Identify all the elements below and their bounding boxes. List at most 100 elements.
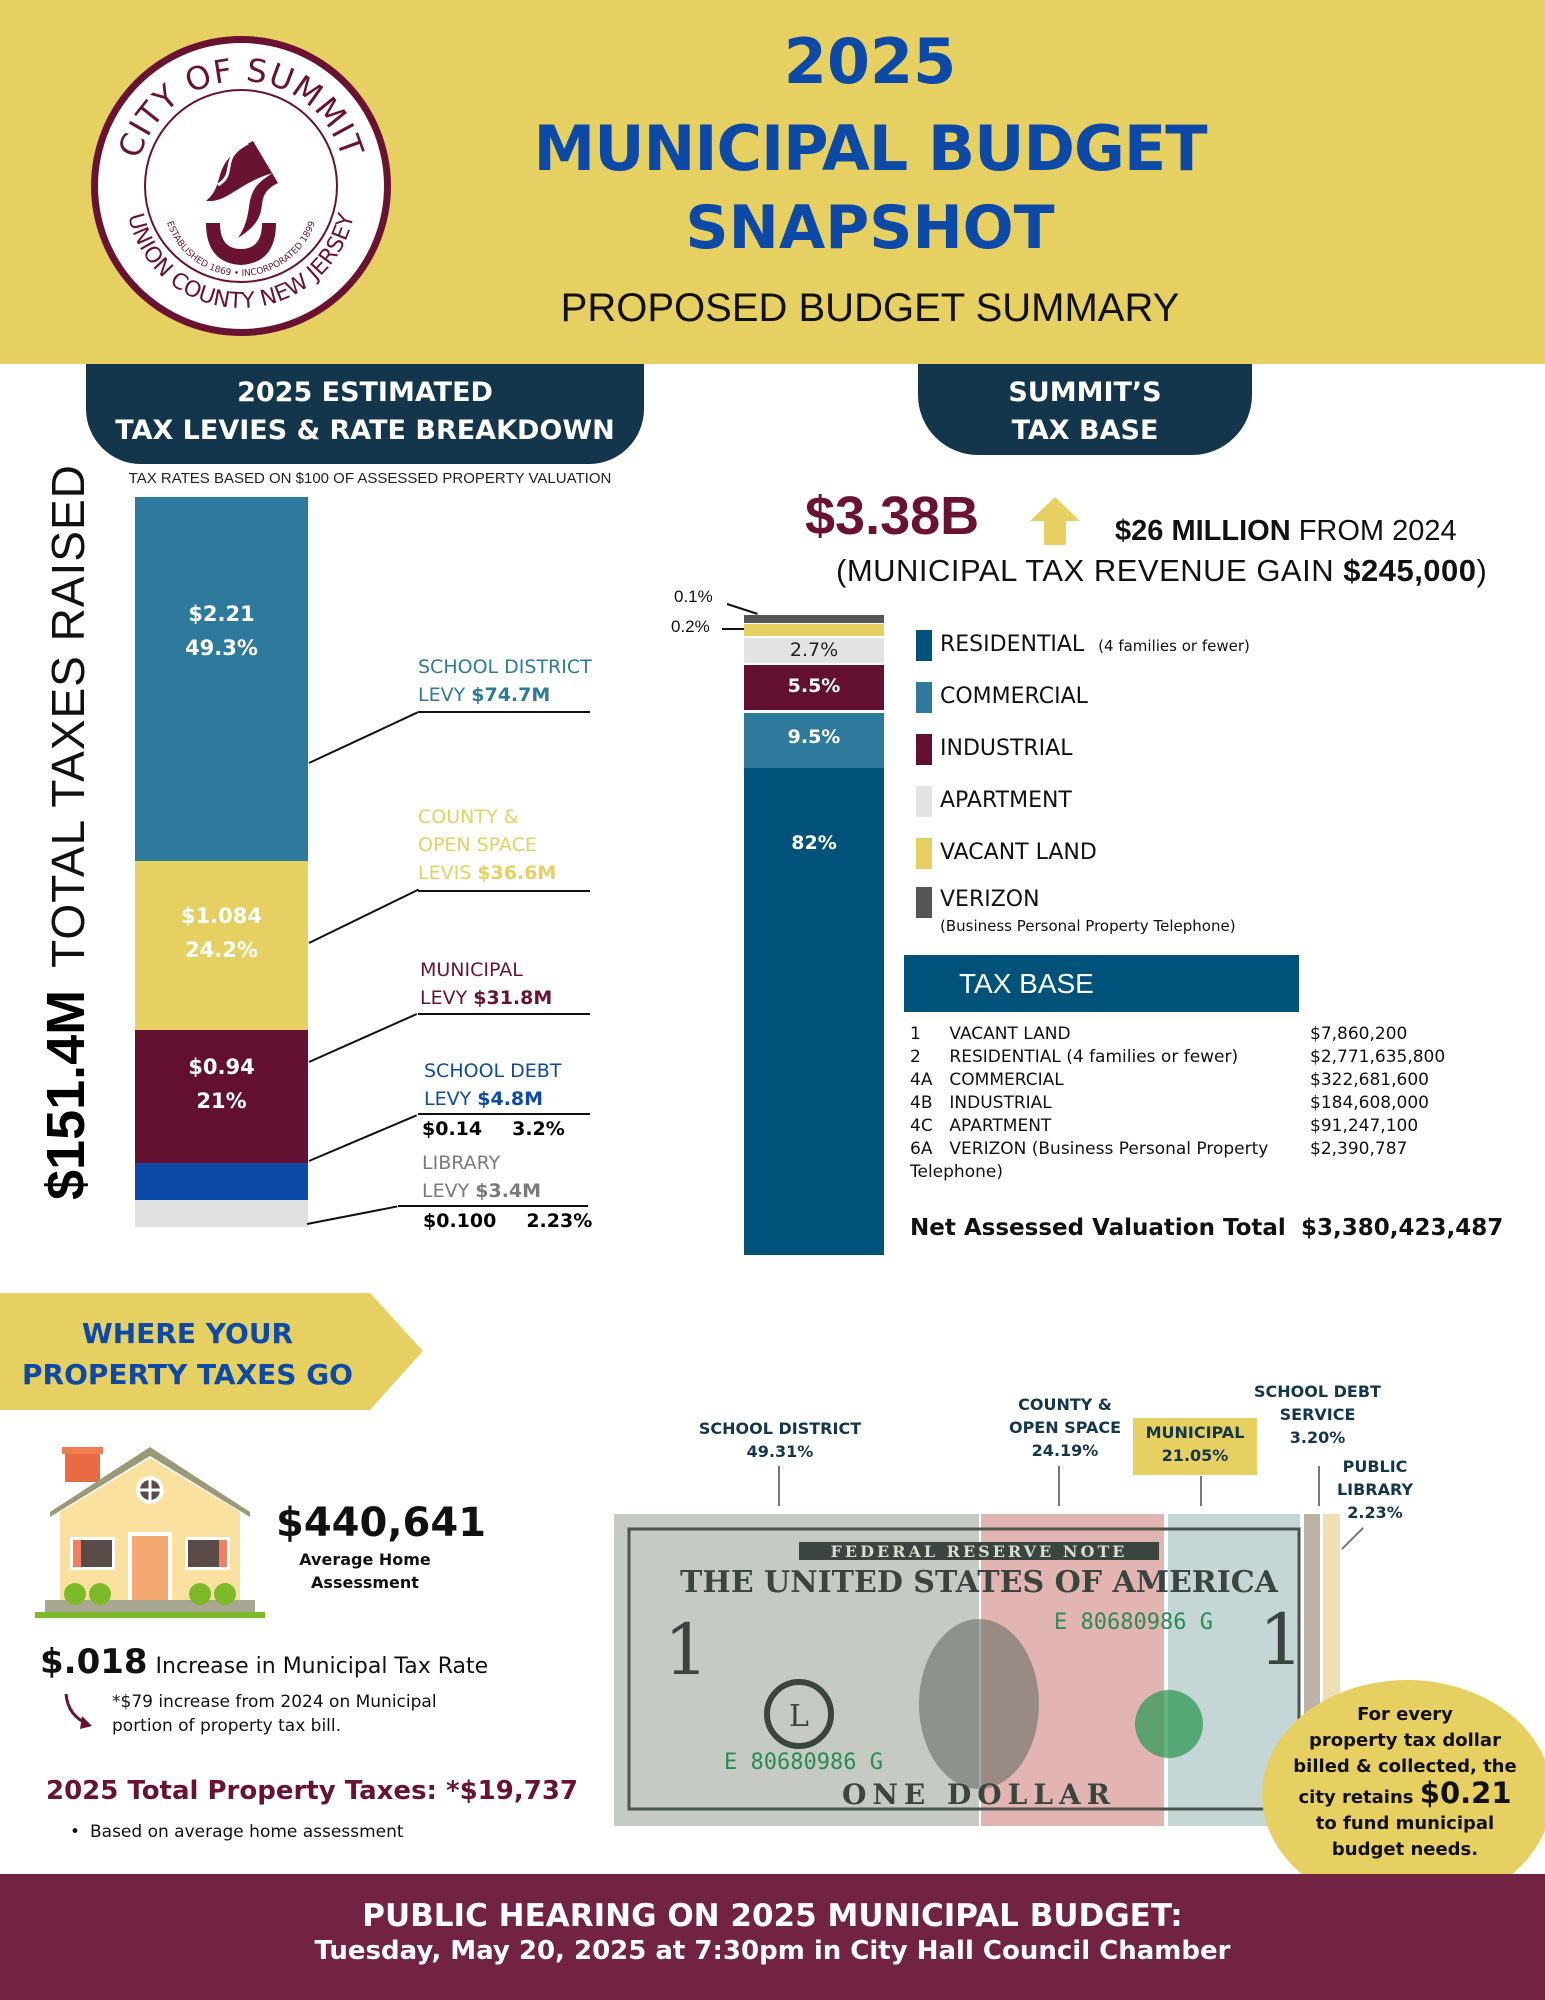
municipal-highlight-box	[1133, 1418, 1257, 1475]
svg-text:E 80680986 G: E 80680986 G	[724, 1750, 883, 1775]
leader-line	[418, 1113, 590, 1115]
school-debt-rate: $0.14 3.2%	[422, 1118, 565, 1140]
levies-header-line1: 2025 ESTIMATED	[237, 377, 493, 408]
bill-label-county: COUNTY & OPEN SPACE 24.19%	[1008, 1395, 1122, 1460]
retain-amount: $0.21	[1419, 1776, 1512, 1810]
segment-percent: 24.2%	[185, 938, 258, 962]
leader-line	[418, 890, 590, 892]
bill-label-municipal: MUNICIPAL 21.05%	[1145, 1423, 1245, 1465]
leader-line	[726, 603, 758, 615]
library-levy-label: LIBRARY LEVY $3.4M	[422, 1152, 542, 1202]
svg-text:ONE DOLLAR: ONE DOLLAR	[842, 1778, 1116, 1811]
leader-line	[398, 1205, 588, 1207]
rate-increase-amount: $.018	[40, 1642, 148, 1682]
public-hearing-heading: PUBLIC HEARING ON 2025 MUNICIPAL BUDGET:	[362, 1898, 1183, 1934]
legend-swatch	[916, 734, 932, 765]
legend-swatch	[916, 786, 932, 817]
footer-banner	[0, 1874, 1545, 2000]
svg-text:L: L	[789, 1699, 809, 1734]
public-hearing-details: Tuesday, May 20, 2025 at 7:30pm in City …	[314, 1936, 1231, 1966]
curved-arrow-icon	[64, 1693, 92, 1729]
svg-text:E 80680986 G: E 80680986 G	[1054, 1610, 1213, 1635]
rate-increase-note: *$79 increase from 2024 on Municipal por…	[112, 1692, 437, 1736]
library-levy-amount: $3.4M	[475, 1180, 542, 1202]
levy-bar-municipal: $0.94 21%	[135, 1030, 308, 1163]
bill-tick	[1058, 1466, 1060, 1506]
total-property-taxes: 2025 Total Property Taxes: *$19,737	[46, 1776, 579, 1806]
tax-base-section-header: SUMMIT’S TAX BASE	[918, 364, 1252, 455]
tax-base-change: $26 MILLION FROM 2024	[1115, 515, 1457, 547]
leader-line	[306, 1205, 398, 1225]
levy-bar-school-district: $2.21 49.3%	[135, 497, 308, 861]
svg-text:THE UNITED STATES OF AMERICA: THE UNITED STATES OF AMERICA	[680, 1565, 1279, 1600]
total-taxes-raised-label: $151.4M TOTAL TAXES RAISED	[35, 464, 97, 1200]
tax-base-row: 6A VERIZON (Business Personal Property $2…	[910, 1139, 1408, 1182]
county-levy-label: COUNTY & OPEN SPACE LEVIS $36.6M	[418, 806, 557, 884]
house-icon	[35, 1447, 265, 1618]
retain-callout-text: For every property tax dollar billed & c…	[1293, 1704, 1517, 1860]
legend-swatch	[916, 682, 932, 713]
segment-rate: $0.94	[188, 1055, 255, 1079]
bill-label-library: PUBLIC LIBRARY 2.23%	[1336, 1457, 1414, 1522]
legend-swatch	[916, 887, 932, 918]
leader-line	[722, 628, 744, 630]
school-district-levy-amount: $74.7M	[471, 684, 551, 706]
svg-text:1: 1	[1259, 1599, 1304, 1681]
average-home-assessment-amount: $440,641	[276, 1500, 487, 1546]
levy-bar-school-debt	[135, 1163, 308, 1200]
total-taxes-amount: $151.4M	[36, 989, 96, 1200]
legend-swatch	[916, 838, 932, 869]
tax-base-header-line1: SUMMIT’S	[1008, 377, 1162, 408]
title-year: 2025	[783, 25, 957, 98]
tax-base-row: 4A COMMERCIAL $322,681,600	[910, 1070, 1429, 1090]
city-seal-logo: CITY OF SUMMIT UNION COUNTY NEW JERSEY E…	[91, 36, 391, 336]
library-rate: $0.100 2.23%	[423, 1210, 593, 1232]
taxbase-bar-commercial: 9.5%	[744, 713, 884, 768]
taxbase-bar-verizon	[744, 615, 884, 623]
leader-line	[308, 711, 419, 764]
total-taxes-caption: TOTAL TAXES RAISED	[42, 464, 94, 968]
page-title: MUNICIPAL BUDGET	[533, 112, 1208, 185]
levy-bar-county: $1.084 24.2%	[135, 861, 308, 1030]
rate-increase: $.018 Increase in Municipal Tax Rate	[40, 1642, 489, 1682]
where-taxes-go-banner	[0, 1293, 423, 1410]
net-assessed-label: Net Assessed Valuation Total	[910, 1215, 1286, 1241]
average-home-assessment-label: Average Home Assessment	[299, 1550, 431, 1592]
leader-line	[418, 1013, 590, 1015]
page-subtitle: SNAPSHOT	[685, 193, 1055, 263]
taxbase-bar-residential: 82%	[744, 768, 884, 1255]
tax-base-row: 1 VACANT LAND $7,860,200	[910, 1024, 1408, 1044]
svg-text:1: 1	[664, 1609, 709, 1691]
bill-label-school-debt: SCHOOL DEBT SERVICE 3.20%	[1254, 1382, 1381, 1447]
taxbase-bar-vacant	[744, 624, 884, 636]
total-taxes-note: Based on average home assessment	[70, 1822, 404, 1842]
net-assessed-value: $3,380,423,487	[1301, 1215, 1504, 1241]
bill-tick	[1318, 1466, 1320, 1506]
levies-section-header: 2025 ESTIMATED TAX LEVIES & RATE BREAKDO…	[86, 364, 644, 464]
levies-header-line2: TAX LEVIES & RATE BREAKDOWN	[115, 415, 615, 446]
municipal-levy-amount: $31.8M	[473, 987, 553, 1009]
segment-percent: 49.3%	[185, 636, 258, 660]
school-district-levy-label: SCHOOL DISTRICT LEVY $74.7M	[418, 656, 592, 706]
dollar-bill-image: FEDERAL RESERVE NOTE THE UNITED STATES O…	[614, 1514, 1340, 1826]
legend-swatch	[916, 630, 932, 661]
bill-label-school-district: SCHOOL DISTRICT 49.31%	[698, 1419, 862, 1461]
svg-text:FEDERAL RESERVE NOTE: FEDERAL RESERVE NOTE	[831, 1542, 1128, 1561]
segment-rate: $2.21	[188, 602, 255, 626]
tax-base-total: $3.38B	[805, 486, 980, 546]
school-debt-levy-label: SCHOOL DEBT LEVY $4.8M	[424, 1060, 562, 1110]
levy-bar-library	[135, 1200, 308, 1227]
vacant-pct-label: 0.2%	[671, 617, 710, 636]
leader-line	[418, 711, 590, 713]
summary-heading: PROPOSED BUDGET SUMMARY	[560, 286, 1180, 330]
where-taxes-go-heading: WHERE YOUR PROPERTY TAXES GO	[22, 1317, 353, 1391]
retain-callout-circle	[1262, 1680, 1545, 1910]
municipal-levy-label: MUNICIPAL LEVY $31.8M	[420, 959, 553, 1009]
verizon-pct-label: 0.1%	[674, 587, 713, 606]
levies-note: TAX RATES BASED ON $100 OF ASSESSED PROP…	[128, 470, 612, 487]
taxbase-bar-apartment: 2.7%	[744, 638, 884, 663]
revenue-gain-amount: $245,000	[1343, 553, 1477, 588]
leader-line	[308, 1114, 418, 1162]
segment-percent: 21%	[196, 1089, 247, 1113]
tax-base-row: 4B INDUSTRIAL $184,608,000	[910, 1093, 1429, 1113]
